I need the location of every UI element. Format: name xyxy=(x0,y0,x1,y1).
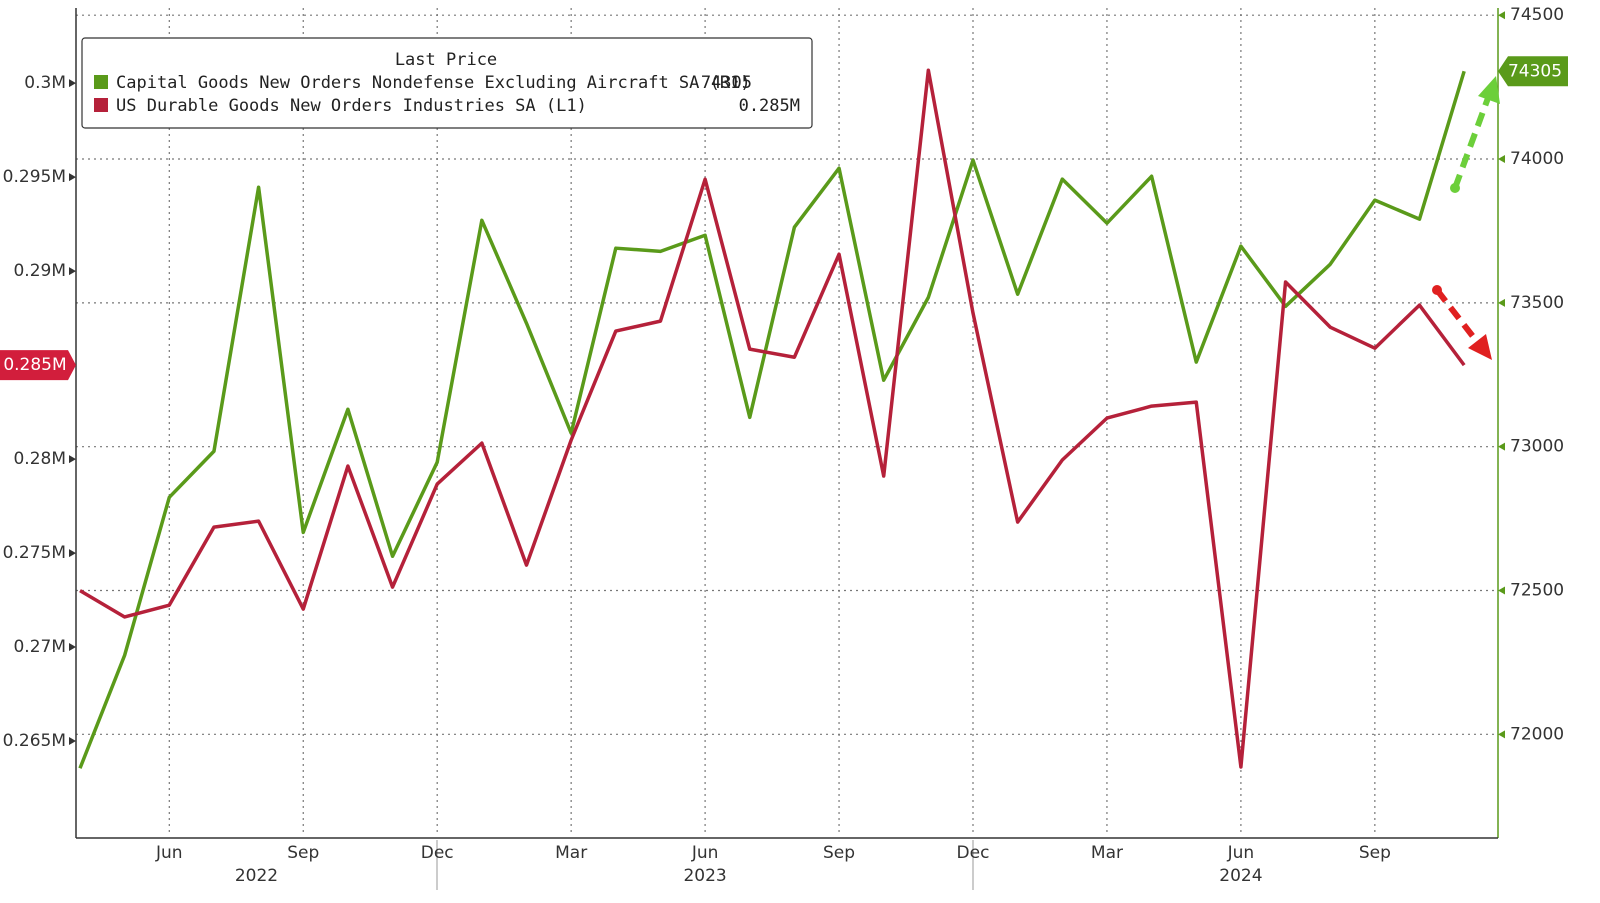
legend-value: 74305 xyxy=(701,73,752,93)
last-value-tag xyxy=(1498,56,1568,87)
y2-tick xyxy=(1498,730,1505,739)
x-tick-label: Dec xyxy=(421,843,454,863)
last-value-label: 0.285M xyxy=(3,355,66,375)
y-tick-label: 0.3M xyxy=(24,73,66,93)
legend: Last Price Capital Goods New Orders Nond… xyxy=(81,37,813,129)
legend-label: US Durable Goods New Orders Industries S… xyxy=(116,96,587,116)
series-line xyxy=(78,70,1466,769)
series xyxy=(78,68,1466,769)
y-tick xyxy=(69,737,76,746)
down-arrow xyxy=(1434,288,1481,345)
x-tick-label: Jun xyxy=(691,843,719,863)
x-tick-label: Sep xyxy=(1359,843,1391,863)
up-arrow-start xyxy=(1450,183,1460,193)
up-arrow xyxy=(1452,96,1491,190)
y2-tick-label: 72000 xyxy=(1510,724,1564,744)
y-tick xyxy=(69,267,76,276)
last-value-label: 74305 xyxy=(1508,61,1562,81)
year-label: 2022 xyxy=(235,866,278,886)
y2-tick-label: 74500 xyxy=(1510,5,1564,25)
legend-label: Capital Goods New Orders Nondefense Excl… xyxy=(116,73,751,93)
x-tick-label: Mar xyxy=(555,843,587,863)
y2-tick-label: 72500 xyxy=(1510,580,1564,600)
y-tick xyxy=(69,643,76,652)
axes: 0.265M 0.27M 0.275M 0.28M 0.285M 0.29M 0.295M 0… xyxy=(0,5,1568,890)
series-line xyxy=(79,68,1466,769)
y-tick xyxy=(69,549,76,558)
annotation-arrows xyxy=(1432,76,1500,360)
x-tick-label: Sep xyxy=(287,843,319,863)
y2-tick xyxy=(1498,586,1505,595)
y-tick-label: 0.275M xyxy=(3,543,66,563)
y-tick-label: 0.265M xyxy=(3,731,66,751)
year-label: 2024 xyxy=(1219,866,1262,886)
legend-swatch xyxy=(94,75,108,89)
x-tick-label: Mar xyxy=(1091,843,1123,863)
y-tick-label: 0.28M xyxy=(13,449,66,469)
last-value-tag xyxy=(0,350,76,381)
y2-tick-label: 74000 xyxy=(1510,149,1564,169)
up-arrow-head xyxy=(1478,76,1500,104)
legend-title: Last Price xyxy=(395,50,497,70)
down-arrow-head xyxy=(1468,334,1492,360)
y2-tick xyxy=(1498,298,1505,307)
x-tick-label: Dec xyxy=(957,843,990,863)
year-label: 2023 xyxy=(683,866,726,886)
y2-tick xyxy=(1498,442,1505,451)
down-arrow-start xyxy=(1432,285,1442,295)
x-tick-label: Jun xyxy=(155,843,183,863)
y-tick-label: 0.295M xyxy=(3,167,66,187)
legend-box xyxy=(81,37,813,129)
legend-value: 0.285M xyxy=(739,96,800,116)
x-tick-label: Jun xyxy=(1227,843,1255,863)
y-tick-label: 0.27M xyxy=(13,637,66,657)
y2-tick xyxy=(1498,11,1505,20)
y-tick xyxy=(69,79,76,88)
y2-tick-label: 73000 xyxy=(1510,437,1564,457)
y2-tick-label: 73500 xyxy=(1510,293,1564,313)
legend-swatch xyxy=(94,98,108,112)
y-tick xyxy=(69,455,76,464)
y2-tick xyxy=(1498,155,1505,164)
y-tick xyxy=(69,173,76,182)
y-tick-label: 0.29M xyxy=(13,261,66,281)
x-tick-label: Sep xyxy=(823,843,855,863)
